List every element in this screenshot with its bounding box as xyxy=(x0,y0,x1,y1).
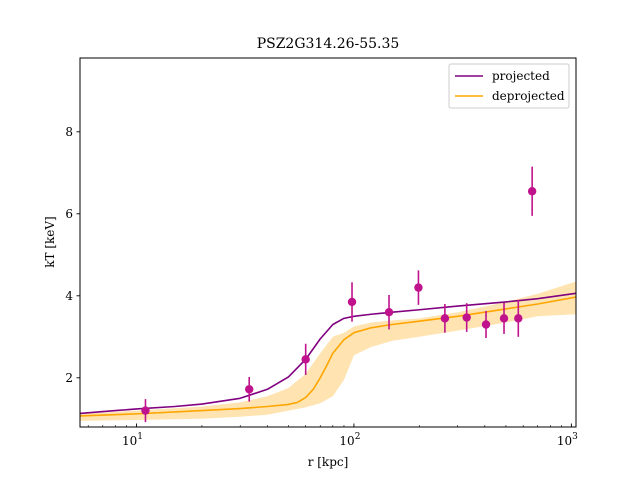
x-axis-ticks: 101 102 103 xyxy=(87,423,578,448)
y-tick-label: 4 xyxy=(65,289,73,303)
data-point xyxy=(514,314,523,323)
legend-box xyxy=(448,63,570,109)
legend: projected deprojected xyxy=(448,63,570,109)
x-tick-label: 103 xyxy=(557,432,578,448)
plot-area-frame xyxy=(79,57,577,428)
y-tick-label: 6 xyxy=(65,207,73,221)
data-point xyxy=(481,320,491,329)
y-axis-ticks: 2 4 6 8 xyxy=(65,125,80,385)
x-tick-label: 102 xyxy=(339,432,360,448)
data-points-layer xyxy=(141,166,537,423)
data-point xyxy=(462,313,471,322)
y-tick-label: 8 xyxy=(65,125,73,139)
data-point xyxy=(384,308,394,317)
data-point xyxy=(301,355,310,364)
data-point xyxy=(527,187,537,196)
legend-label-projected: projected xyxy=(492,69,550,83)
chart-title: PSZ2G314.26-55.35 xyxy=(257,36,400,52)
data-point xyxy=(245,385,254,394)
data-point xyxy=(499,314,509,323)
data-point xyxy=(141,406,150,415)
y-axis-label: kT [keV] xyxy=(43,216,57,268)
data-point xyxy=(440,314,450,323)
legend-label-deprojected: deprojected xyxy=(492,89,565,103)
x-tick-label: 101 xyxy=(122,432,143,448)
projected-line xyxy=(80,292,576,415)
y-tick-label: 2 xyxy=(65,371,73,385)
data-point xyxy=(414,283,423,292)
x-axis-label: r [kpc] xyxy=(308,455,349,469)
data-point xyxy=(347,297,357,307)
